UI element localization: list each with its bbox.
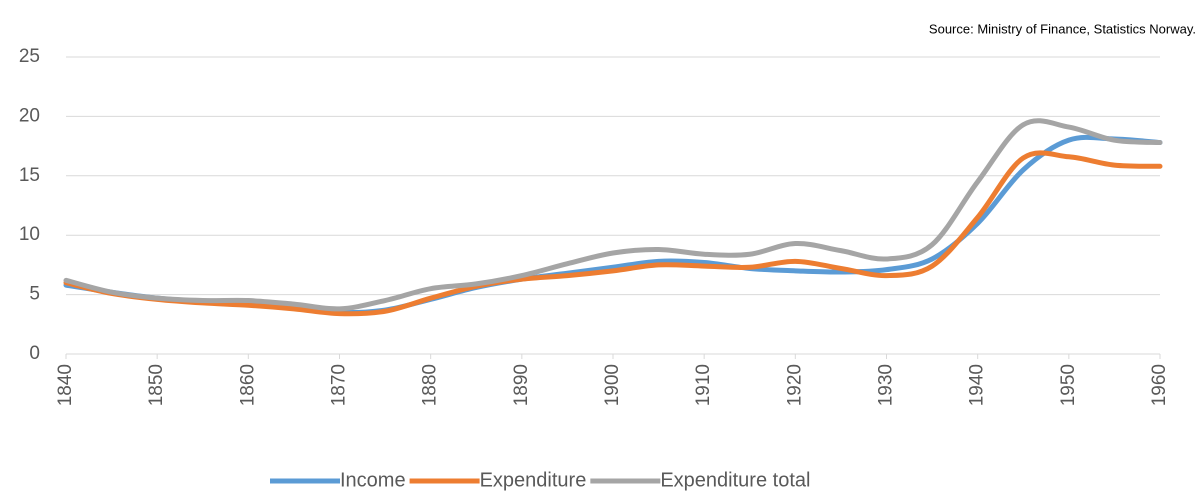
data-line	[63, 150, 1163, 317]
legend-label: Expenditure total	[660, 469, 810, 491]
x-tick-label: 1920	[784, 364, 805, 406]
x-tick-label: 1960	[1149, 364, 1170, 406]
y-tick-label: 10	[19, 224, 40, 245]
x-tick-label: 1880	[420, 364, 441, 406]
x-tick-label: 1930	[876, 364, 897, 406]
x-tick-label: 1950	[1058, 364, 1079, 406]
legend-label: Income	[340, 469, 406, 491]
x-tick-label: 1840	[55, 364, 76, 406]
x-tick-label: 1900	[602, 364, 623, 406]
x-tick-label: 1940	[967, 364, 988, 406]
x-tick-label: 1860	[237, 364, 258, 406]
y-tick-label: 0	[29, 343, 40, 364]
y-tick-label: 5	[29, 284, 40, 305]
x-tick-label: 1910	[693, 364, 714, 406]
y-tick-label: 20	[19, 105, 40, 126]
x-tick-label: 1850	[146, 364, 167, 406]
legend-label: Expenditure	[480, 469, 587, 491]
data-line	[63, 118, 1163, 312]
source-note: Source: Ministry of Finance, Statistics …	[929, 21, 1196, 36]
x-tick-label: 1890	[511, 364, 532, 406]
y-tick-label: 15	[19, 165, 40, 186]
y-tick-label: 25	[19, 46, 40, 67]
data-line	[63, 134, 1163, 316]
x-tick-label: 1870	[329, 364, 350, 406]
